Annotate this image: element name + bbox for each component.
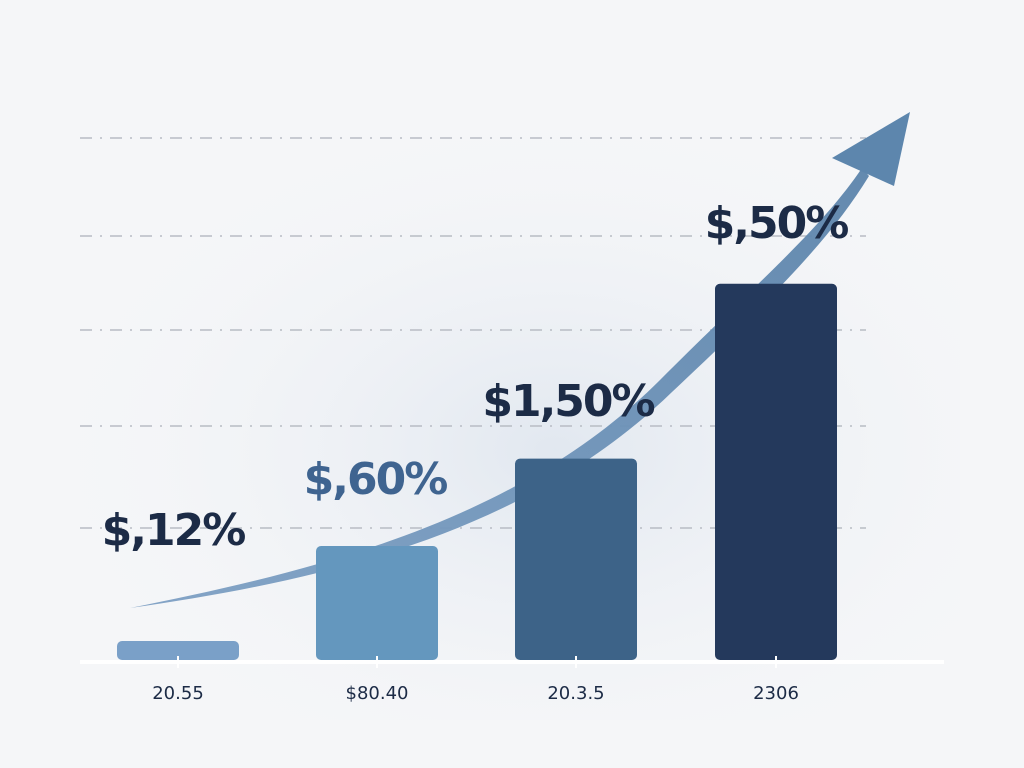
bar-3: [515, 459, 637, 660]
x-tick-label: 20.55: [152, 683, 204, 704]
data-label: $,50%: [705, 198, 849, 249]
bar-chart: 20.55 $80.40 20.3.5 2306 $,12% $,60% $1,50% $,…: [0, 0, 1024, 768]
data-label: $,60%: [304, 454, 448, 505]
chart-container: 20.55 $80.40 20.3.5 2306 $,12% $,60% $1,50% $,…: [0, 0, 1024, 768]
data-label: $,12%: [102, 505, 246, 556]
x-tick-label: 2306: [753, 683, 799, 704]
data-label: $1,50%: [482, 376, 654, 427]
bar-2: [316, 546, 438, 660]
bar-4: [715, 284, 837, 660]
x-tick-label: 20.3.5: [547, 683, 604, 704]
x-tick-label: $80.40: [346, 683, 409, 704]
